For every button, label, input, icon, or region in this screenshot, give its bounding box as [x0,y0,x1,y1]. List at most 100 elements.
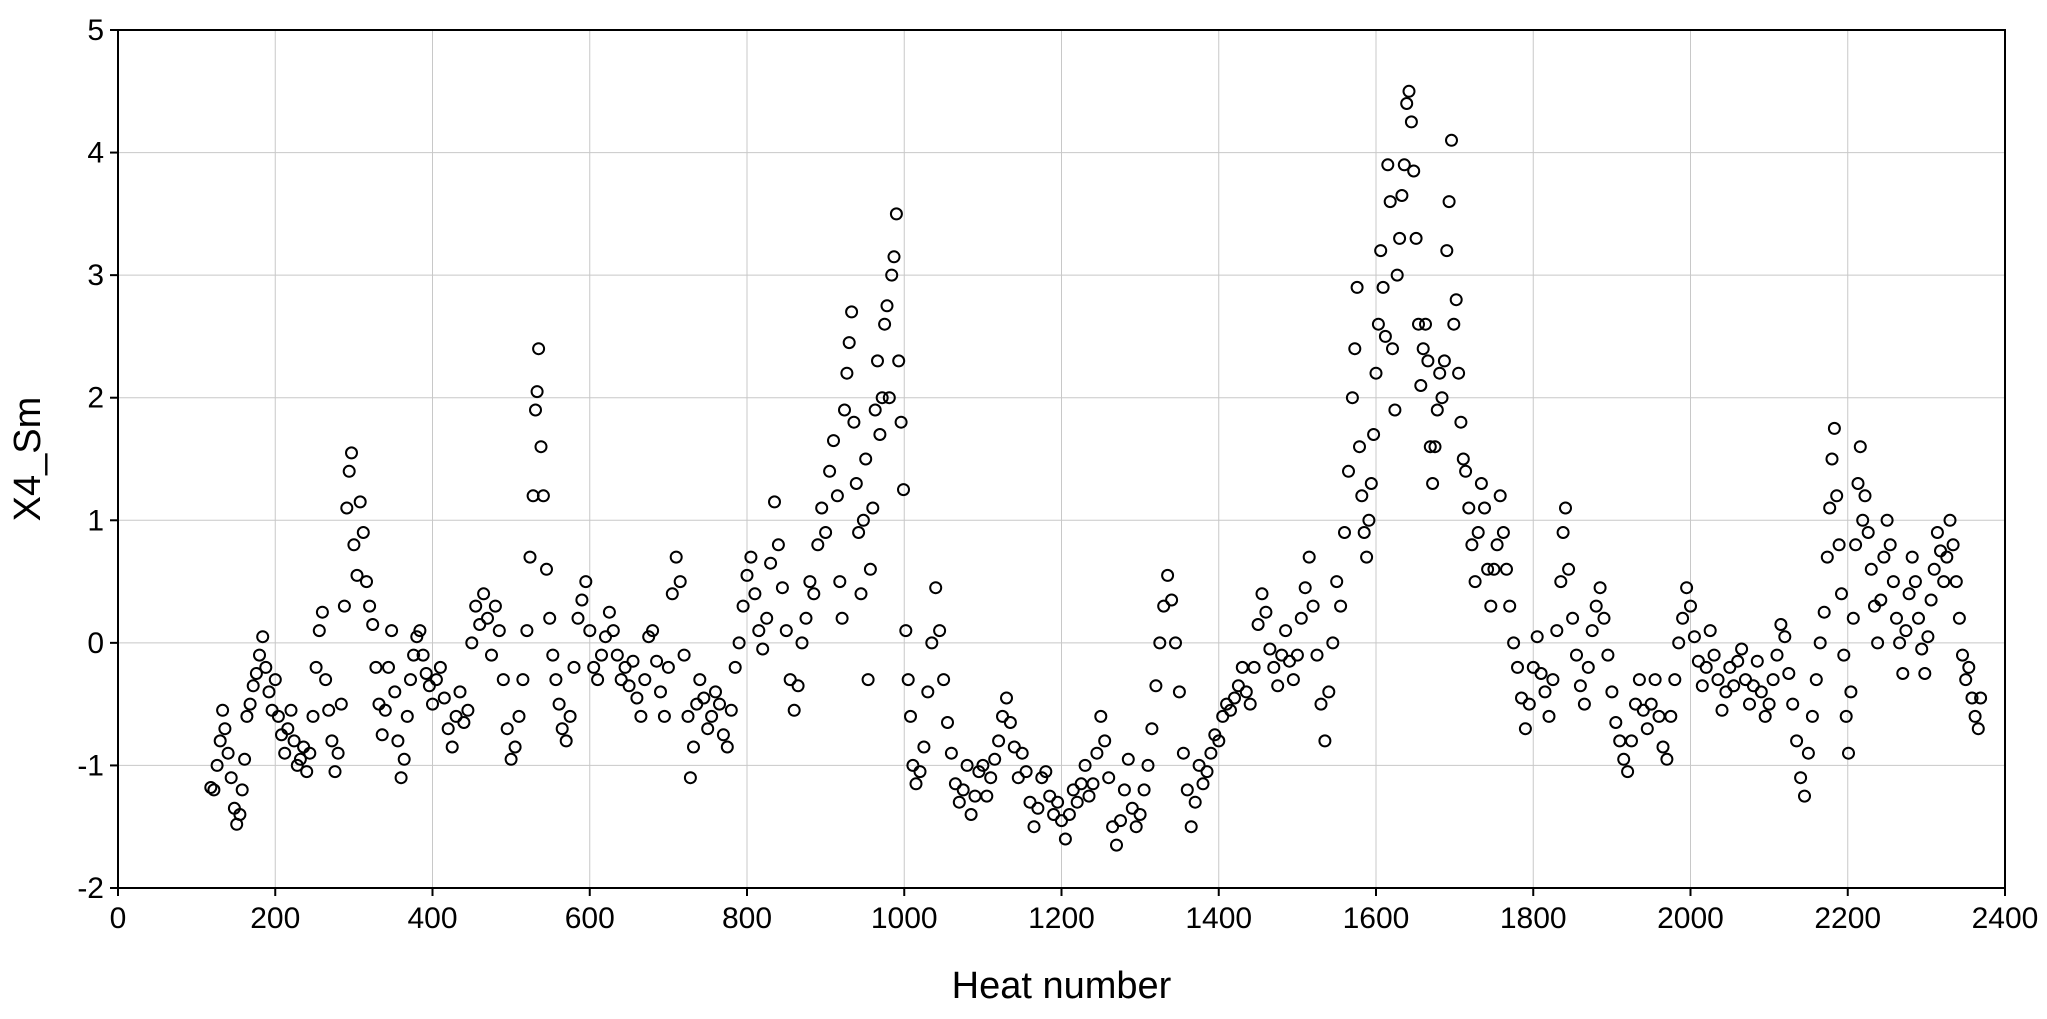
data-point [416,648,430,662]
data-point [429,673,443,687]
data-point [1459,464,1473,478]
data-point [523,550,537,564]
y-tick-label: 3 [87,259,104,292]
data-point [944,746,958,760]
data-point [1137,783,1151,797]
data-point [626,654,640,668]
data-point [1133,808,1147,821]
data-point [1617,752,1631,766]
data-point [1378,329,1392,343]
data-point [1216,709,1230,723]
data-point [1409,231,1423,245]
data-point [687,740,700,754]
data-point [1263,642,1277,656]
data-point [353,495,367,509]
data-point [992,734,1006,748]
data-point [1442,195,1456,209]
data-point [1078,758,1092,772]
data-point [1487,562,1501,576]
data-point [520,624,534,638]
data-point [1414,379,1428,392]
data-point [1877,550,1891,564]
data-point [787,703,801,717]
data-point [1180,783,1194,797]
data-point [204,781,218,794]
data-point [1758,709,1772,723]
x-tick-label: 1200 [1028,902,1095,935]
data-point [861,673,875,687]
data-point [284,703,298,717]
data-point [1027,820,1041,834]
data-point [1383,195,1397,209]
data-point [1632,673,1646,687]
data-point [1481,562,1495,576]
data-point [929,581,943,595]
data-point [1739,673,1752,687]
data-point [575,593,589,607]
data-point [984,771,998,785]
data-point [397,752,411,766]
data-point [1423,440,1437,454]
data-point [1940,550,1954,564]
data-point [1573,679,1587,693]
data-point [807,587,821,601]
data-point [385,624,399,638]
data-point [673,575,687,589]
data-point [1433,366,1447,380]
data-point [1534,667,1548,680]
data-point [830,489,844,503]
data-point [602,605,616,619]
data-point [1086,777,1100,791]
data-point [449,709,463,723]
data-point [701,722,715,736]
data-point [863,562,877,576]
data-point [1515,691,1528,705]
data-point [1404,115,1418,129]
data-point [1522,697,1536,711]
data-point [1393,231,1407,245]
data-point [1835,587,1848,601]
data-point [827,434,840,448]
data-point [441,722,455,736]
data-point [382,660,395,674]
data-point [657,709,671,723]
data-point [1114,814,1127,828]
data-point [1342,464,1355,478]
data-point [1468,575,1482,589]
data-point [1556,526,1570,539]
data-point [410,630,424,644]
data-point [1546,673,1560,687]
data-point [634,709,648,723]
data-point [960,758,974,772]
data-point [1636,703,1650,717]
data-point [1908,575,1922,589]
data-point [618,660,632,674]
data-point [1786,697,1800,711]
y-tick-label: 5 [87,14,104,47]
data-point [1707,648,1721,662]
data-point [1462,501,1476,515]
data-point [1946,538,1960,552]
x-tick-label: 2000 [1657,902,1724,935]
data-point [1007,740,1021,754]
data-point [1864,562,1878,576]
data-point [948,777,962,791]
data-point [815,501,829,515]
data-point [933,624,947,638]
data-point [744,550,758,564]
data-point [1609,716,1623,729]
data-point [1345,391,1359,405]
data-point [546,648,560,662]
data-point [221,746,235,760]
data-point [1165,593,1179,607]
x-tick-label: 1400 [1185,902,1252,935]
data-point [1839,709,1853,723]
data-point [485,648,498,662]
data-point [1719,685,1733,699]
data-point [1371,317,1385,331]
data-point [1062,808,1076,821]
data-point [1507,636,1521,650]
data-point [1474,477,1488,490]
data-point [1407,164,1421,178]
x-tick-label: 1600 [1343,902,1410,935]
